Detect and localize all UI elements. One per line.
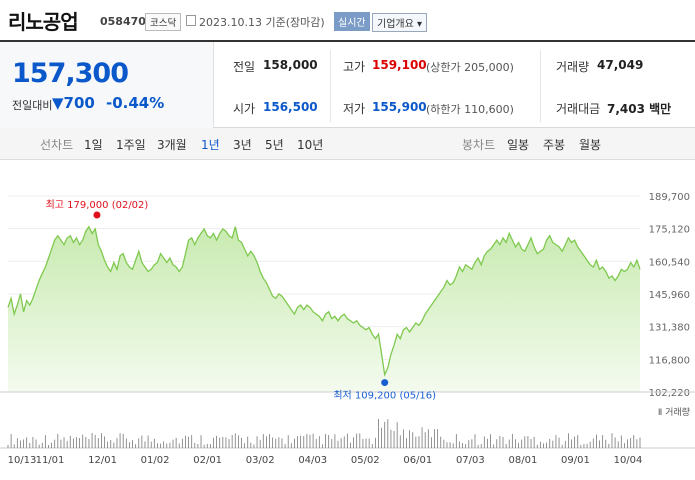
amount-label: 거래대금	[556, 102, 601, 116]
tab-3y[interactable]: 3년	[233, 138, 252, 152]
open-label: 시가	[233, 102, 256, 116]
volume-label: Ⅱ 거래량	[658, 406, 690, 418]
volume-value: 47,049	[597, 58, 644, 72]
x-tick-label: 09/01	[561, 455, 590, 466]
x-tick-label: 04/03	[298, 455, 327, 466]
x-tick-label: 07/03	[456, 455, 485, 466]
y-tick-label: 160,540	[649, 257, 690, 268]
price-area	[8, 226, 640, 392]
realtime-button[interactable]: 실시간	[334, 12, 370, 31]
tab-monthly[interactable]: 월봉	[579, 138, 602, 152]
tab-1y[interactable]: 1년	[201, 138, 220, 152]
chart-tabs: 선차트 1일 1주일 3개월 1년 3년 5년 10년 봉차트 일봉 주봉 월봉	[0, 128, 695, 160]
upper-limit: (상한가 205,000)	[426, 61, 514, 74]
candle-chart-label: 봉차트	[462, 138, 496, 152]
x-tick-label: 02/01	[193, 455, 222, 466]
y-tick-label: 189,700	[649, 192, 690, 203]
x-tick-label: 12/01	[88, 455, 117, 466]
price-chart: 189,700 175,120 160,540 145,960 131,380 116,8…	[0, 192, 695, 466]
company-overview-dropdown[interactable]: 기업개요 ▾	[372, 13, 427, 32]
y-tick-label: 145,960	[649, 290, 690, 301]
volume-label: 거래량	[556, 60, 590, 74]
change-label: 전일대비	[12, 99, 53, 112]
price-line	[7, 225, 641, 377]
open-value: 156,500	[263, 100, 318, 114]
amount-value: 7,403 백만	[607, 102, 672, 116]
high-label: 고가	[343, 60, 366, 74]
x-tick-label: 05/02	[351, 455, 380, 466]
max-label: 최고 179,000 (02/02)	[46, 199, 149, 211]
market-badge: 코스닥	[145, 13, 182, 31]
quote-date: 2023.10.13 기준(장마감)	[199, 16, 325, 29]
min-label: 최저 109,200 (05/16)	[333, 390, 436, 402]
x-tick-label: 06/01	[403, 455, 432, 466]
y-tick-label: 102,220	[649, 388, 690, 399]
tab-5y[interactable]: 5년	[265, 138, 284, 152]
lower-limit: (하한가 110,600)	[426, 103, 514, 116]
max-marker	[93, 211, 101, 219]
low-value: 155,900	[372, 100, 427, 114]
stock-code: 058470	[100, 15, 146, 28]
x-tick-label: 08/01	[508, 455, 537, 466]
stock-header: 리노공업 058470 코스닥 2023.10.13 기준(장마감) 실시간 기…	[0, 0, 695, 40]
x-tick-label: 10/04	[614, 455, 643, 466]
change-percent: -0.44%	[106, 94, 165, 112]
prev-close-label: 전일	[233, 60, 256, 74]
stock-name: 리노공업	[8, 10, 79, 34]
tab-3m[interactable]: 3개월	[157, 138, 187, 152]
current-price-panel: 157,300 전일대비 ▼700 -0.44%	[0, 42, 214, 128]
tab-10y[interactable]: 10년	[297, 138, 324, 152]
high-value: 159,100	[372, 58, 427, 72]
tab-1w[interactable]: 1주일	[116, 138, 146, 152]
y-tick-label: 131,380	[649, 323, 690, 334]
current-price: 157,300	[12, 58, 129, 89]
y-tick-label: 175,120	[649, 225, 690, 236]
tab-weekly[interactable]: 주봉	[543, 138, 566, 152]
change-value: ▼700	[52, 94, 95, 112]
quote-panel: 157,300 전일대비 ▼700 -0.44% 전일 158,000 고가 1…	[0, 40, 695, 128]
tab-daily[interactable]: 일봉	[507, 138, 530, 152]
line-chart-label: 선차트	[40, 138, 74, 152]
x-tick-label: 11/01	[36, 455, 65, 466]
x-tick-label: 03/02	[246, 455, 275, 466]
y-tick-label: 116,800	[649, 355, 690, 366]
low-label: 저가	[343, 102, 366, 116]
x-tick-label: 01/02	[141, 455, 170, 466]
prev-close-value: 158,000	[263, 58, 318, 72]
min-marker	[381, 379, 389, 387]
calendar-icon	[186, 15, 196, 26]
tab-1d[interactable]: 1일	[84, 138, 103, 152]
x-tick-label: 10/13	[8, 455, 37, 466]
